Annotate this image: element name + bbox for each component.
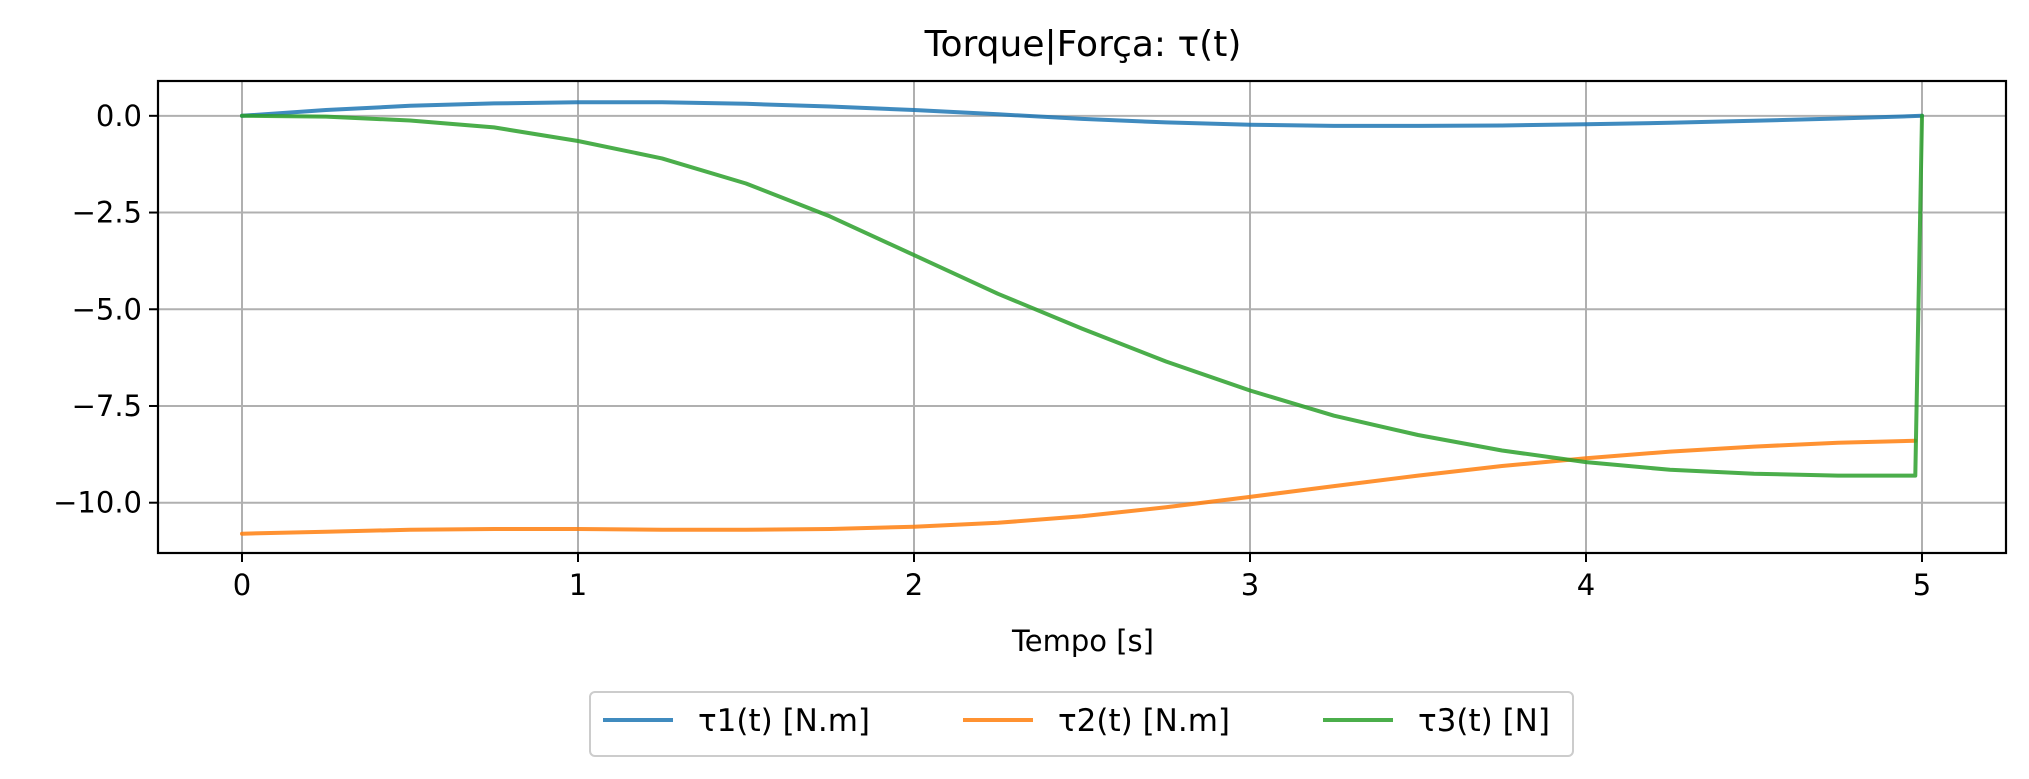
legend-entry-1: τ1(t) [N.m] xyxy=(698,703,870,739)
legend-box xyxy=(589,691,1574,757)
legend-entry-2: τ2(t) [N.m] xyxy=(1058,703,1230,739)
series-line-2 xyxy=(240,438,1918,536)
x-tick-label: 0 xyxy=(233,568,251,602)
grid-layer xyxy=(158,81,2006,553)
y-tick-label: −7.5 xyxy=(72,389,142,423)
series-layer xyxy=(240,100,1924,536)
y-tick-label: 0.0 xyxy=(96,99,142,133)
series-line-3 xyxy=(240,113,1924,478)
y-tick-label: −5.0 xyxy=(72,292,142,326)
x-tick-label: 2 xyxy=(905,568,923,602)
x-axis-label: Tempo [s] xyxy=(1011,624,1154,658)
chart-title: Torque|Força: τ(t) xyxy=(924,24,1242,65)
x-tick-label: 4 xyxy=(1577,568,1595,602)
legend: τ1(t) [N.m] τ2(t) [N.m] τ3(t) [N] xyxy=(589,691,1574,757)
legend-entry-3: τ3(t) [N] xyxy=(1418,703,1550,739)
plot-frame xyxy=(156,79,2008,555)
x-tick-label: 3 xyxy=(1241,568,1259,602)
x-tick-label: 5 xyxy=(1913,568,1931,602)
series-line-1 xyxy=(240,100,1924,128)
y-tick-label: −10.0 xyxy=(53,486,142,520)
y-tick-label: −2.5 xyxy=(72,196,142,230)
x-tick-label: 1 xyxy=(569,568,587,602)
tick-layer: 0 1 2 3 4 5 0.0 −2.5 −5.0 −7.5 −10.0 xyxy=(53,99,1931,602)
